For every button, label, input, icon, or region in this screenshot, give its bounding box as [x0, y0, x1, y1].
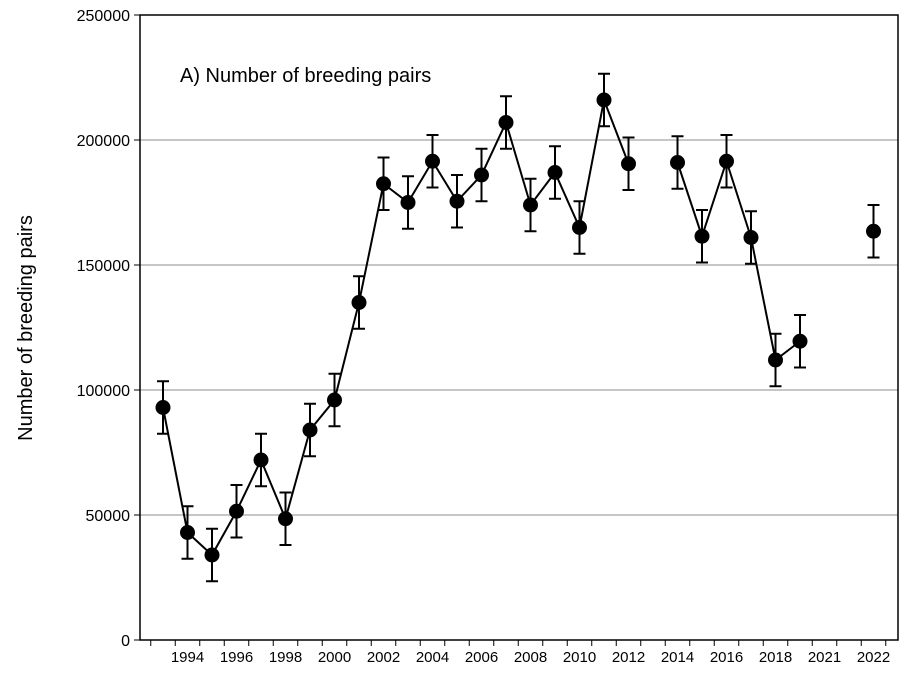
x-tick-label: 2016 — [710, 649, 743, 666]
data-point — [621, 156, 636, 172]
y-tick-label: 150000 — [77, 258, 130, 275]
x-tick-label: 1998 — [269, 649, 302, 666]
x-tick-label: 2000 — [318, 649, 351, 666]
data-point — [180, 525, 195, 540]
x-tick-label: 2021 — [808, 649, 841, 666]
plot-frame — [139, 14, 899, 641]
data-point — [253, 452, 269, 468]
data-point — [376, 176, 391, 192]
data-point — [425, 153, 440, 169]
x-tick-label: 2022 — [857, 649, 890, 666]
data-point — [694, 228, 710, 244]
data-point — [596, 92, 612, 108]
data-point — [523, 197, 538, 213]
x-tick-label: 2012 — [612, 649, 645, 666]
data-point — [547, 165, 563, 180]
data-point — [351, 295, 367, 310]
y-tick-label: 250000 — [77, 8, 130, 25]
y-axis-label: Number of breeding pairs — [15, 215, 37, 441]
x-tick-label: 2014 — [661, 649, 694, 666]
y-tick-label: 0 — [121, 633, 130, 650]
data-point — [670, 155, 685, 170]
data-point — [278, 511, 293, 527]
x-tick-label: 2006 — [465, 649, 498, 666]
data-point — [449, 193, 465, 209]
data-point — [302, 422, 318, 438]
data-point — [400, 195, 416, 210]
data-point — [229, 503, 244, 519]
data-point — [866, 223, 881, 239]
data-line — [163, 100, 874, 555]
x-tick-label: 2010 — [563, 649, 596, 666]
data-point — [719, 153, 734, 169]
data-point — [155, 400, 171, 415]
y-tick-label: 200000 — [77, 133, 130, 150]
y-tick-label: 50000 — [86, 508, 131, 525]
x-tick-label: 1996 — [220, 649, 253, 666]
x-tick-label: 2004 — [416, 649, 449, 666]
data-point — [474, 167, 489, 183]
annotation: A) Number of breeding pairs — [180, 65, 431, 87]
y-tick-label: 100000 — [77, 383, 130, 400]
data-point — [743, 230, 759, 245]
data-point — [498, 115, 514, 130]
data-point — [204, 547, 220, 563]
data-point — [792, 333, 808, 349]
x-tick-label: 2002 — [367, 649, 400, 666]
x-tick-label: 1994 — [171, 649, 204, 666]
data-point — [768, 352, 783, 368]
data-point — [327, 392, 342, 408]
data-point — [572, 220, 587, 235]
x-tick-label: 2008 — [514, 649, 547, 666]
x-tick-label: 2018 — [759, 649, 792, 666]
